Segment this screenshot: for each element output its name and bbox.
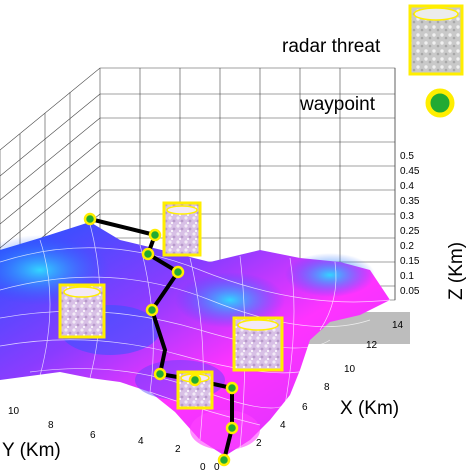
z-tick: 0.2 <box>400 241 414 252</box>
z-tick: 0.45 <box>400 166 420 177</box>
y-tick: 4 <box>138 436 144 447</box>
x-tick: 2 <box>256 438 262 449</box>
y-tick: 8 <box>48 420 54 431</box>
legend-radar-label: radar threat <box>282 36 381 57</box>
z-tick: 0.1 <box>400 271 414 282</box>
x-axis-ticks: 0 2 4 6 8 10 12 14 <box>214 320 404 473</box>
legend-waypoint-label: waypoint <box>299 94 376 115</box>
waypoints <box>83 212 239 467</box>
y-axis-title: Y (Km) <box>2 440 61 461</box>
x-tick: 10 <box>344 364 356 375</box>
legend-radar-icon <box>408 4 464 76</box>
waypoint <box>145 303 159 317</box>
waypoint <box>153 367 167 381</box>
waypoint <box>83 212 97 226</box>
radar-threat-1 <box>162 201 202 257</box>
z-tick: 0.05 <box>400 286 420 297</box>
z-tick: 0.15 <box>400 256 420 267</box>
z-axis-title: Z (Km) <box>446 242 467 300</box>
z-tick: 0.3 <box>400 211 414 222</box>
y-tick: 0 <box>200 462 206 473</box>
legend-waypoint-icon <box>425 88 455 118</box>
z-tick: 0.4 <box>400 181 414 192</box>
z-tick: 0.25 <box>400 226 420 237</box>
radar-threat-2 <box>58 283 106 339</box>
x-tick: 6 <box>302 402 308 413</box>
waypoint <box>171 265 185 279</box>
y-axis-ticks: 0 2 4 6 8 10 <box>8 406 206 473</box>
radar-threat-3 <box>232 316 284 372</box>
x-tick: 0 <box>214 462 220 473</box>
y-tick: 2 <box>175 444 181 455</box>
x-tick: 12 <box>366 340 378 351</box>
z-tick: 0.35 <box>400 196 420 207</box>
legend: radar threat waypoint <box>282 4 464 118</box>
waypoint <box>148 228 162 242</box>
x-tick: 4 <box>280 420 286 431</box>
waypoint <box>225 421 239 435</box>
y-tick: 6 <box>90 430 96 441</box>
y-tick: 10 <box>8 406 20 417</box>
waypoint <box>141 247 155 261</box>
waypoint <box>188 373 202 387</box>
flight-path <box>89 217 234 461</box>
x-tick: 14 <box>392 320 404 331</box>
waypoint <box>225 381 239 395</box>
x-tick: 8 <box>324 382 330 393</box>
z-axis-ticks: 0.05 0.1 0.15 0.2 0.25 0.3 0.35 0.4 0.45… <box>400 151 420 297</box>
x-axis-title: X (Km) <box>340 398 399 419</box>
z-tick: 0.5 <box>400 151 414 162</box>
waypoint <box>217 453 231 467</box>
